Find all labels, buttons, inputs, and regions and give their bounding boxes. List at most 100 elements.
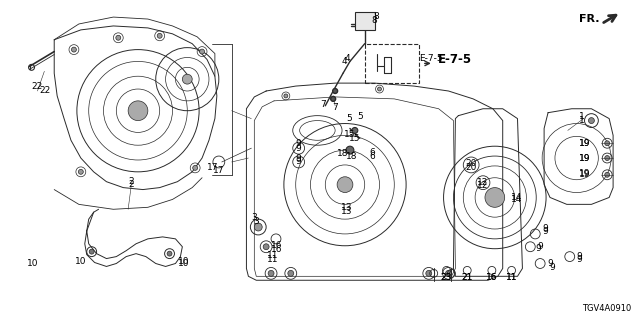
- Circle shape: [331, 96, 335, 101]
- Text: 16: 16: [271, 241, 283, 250]
- Text: 23: 23: [441, 273, 452, 282]
- Text: E-7-5: E-7-5: [419, 54, 443, 63]
- Circle shape: [284, 94, 288, 98]
- Text: 14: 14: [511, 193, 522, 202]
- Circle shape: [263, 244, 269, 250]
- Circle shape: [426, 270, 432, 276]
- Text: 16: 16: [271, 245, 283, 254]
- Circle shape: [157, 33, 162, 38]
- Bar: [365, 44, 419, 83]
- Text: 9: 9: [542, 225, 548, 234]
- Text: 7: 7: [332, 103, 338, 112]
- Circle shape: [72, 47, 76, 52]
- Text: FR.: FR.: [579, 14, 600, 24]
- Text: 13: 13: [341, 203, 353, 212]
- Circle shape: [268, 270, 274, 276]
- Circle shape: [352, 127, 358, 133]
- Text: 16: 16: [486, 273, 498, 282]
- Text: 18: 18: [337, 148, 349, 158]
- Text: 15: 15: [349, 134, 360, 143]
- Text: 8: 8: [372, 16, 378, 25]
- Text: 6: 6: [370, 152, 376, 161]
- Text: 9: 9: [549, 263, 555, 272]
- Text: 9: 9: [547, 259, 553, 268]
- Circle shape: [378, 87, 381, 91]
- Text: TGV4A0910: TGV4A0910: [582, 304, 631, 313]
- Circle shape: [182, 74, 192, 84]
- Text: 9: 9: [535, 244, 541, 253]
- Text: 9: 9: [542, 228, 548, 236]
- Text: 10: 10: [177, 257, 189, 266]
- Text: 19: 19: [579, 139, 590, 148]
- Text: 9: 9: [296, 154, 301, 163]
- Text: 11: 11: [506, 273, 517, 282]
- Text: 3: 3: [252, 213, 257, 222]
- Circle shape: [128, 101, 148, 121]
- Text: 5: 5: [357, 112, 363, 121]
- Text: 17: 17: [213, 166, 225, 175]
- Text: 4: 4: [341, 57, 347, 66]
- Text: 9: 9: [296, 139, 301, 148]
- Circle shape: [333, 89, 338, 93]
- Text: 22: 22: [40, 85, 51, 94]
- Text: 18: 18: [346, 152, 358, 161]
- Circle shape: [605, 172, 610, 177]
- Text: 19: 19: [579, 154, 590, 163]
- Circle shape: [116, 35, 121, 40]
- Text: 11: 11: [268, 255, 279, 264]
- Text: 15: 15: [344, 130, 356, 139]
- Circle shape: [605, 141, 610, 146]
- Text: 17: 17: [207, 164, 219, 172]
- Text: E-7-5: E-7-5: [438, 53, 472, 66]
- Text: 1: 1: [579, 112, 584, 121]
- Text: 4: 4: [344, 54, 350, 63]
- Text: 16: 16: [486, 273, 498, 282]
- Text: 9: 9: [296, 144, 301, 153]
- Circle shape: [485, 188, 505, 207]
- Text: 19: 19: [579, 154, 590, 163]
- Text: 23: 23: [441, 273, 452, 282]
- Text: 5: 5: [346, 114, 352, 123]
- Text: 8: 8: [374, 12, 380, 20]
- Text: 11: 11: [268, 251, 279, 260]
- Circle shape: [605, 156, 610, 161]
- Circle shape: [167, 251, 172, 256]
- Text: 20: 20: [465, 159, 477, 168]
- Text: 10: 10: [27, 259, 38, 268]
- Circle shape: [288, 270, 294, 276]
- Circle shape: [346, 146, 354, 154]
- Text: 21: 21: [461, 273, 473, 282]
- Text: 13: 13: [341, 207, 353, 216]
- Text: 12: 12: [477, 178, 489, 187]
- Text: 21: 21: [461, 273, 473, 282]
- Text: 22: 22: [32, 82, 43, 91]
- Circle shape: [337, 177, 353, 193]
- Text: 1: 1: [579, 116, 584, 125]
- Circle shape: [254, 223, 262, 231]
- Text: 6: 6: [370, 148, 376, 156]
- Text: 9: 9: [296, 157, 301, 166]
- Text: 19: 19: [579, 169, 590, 178]
- Text: 2: 2: [128, 177, 134, 186]
- Circle shape: [588, 118, 595, 124]
- Text: 3: 3: [253, 217, 259, 226]
- Text: 19: 19: [579, 139, 590, 148]
- Text: 2: 2: [128, 180, 134, 189]
- Circle shape: [89, 249, 94, 254]
- Text: 9: 9: [577, 255, 582, 264]
- Text: 14: 14: [511, 195, 522, 204]
- Circle shape: [445, 270, 451, 276]
- Text: 9: 9: [577, 252, 582, 261]
- Text: 11: 11: [506, 273, 517, 282]
- Circle shape: [193, 165, 198, 170]
- Text: 10: 10: [75, 257, 86, 266]
- Circle shape: [200, 49, 205, 54]
- Bar: [355, 12, 374, 30]
- Text: 19: 19: [579, 170, 590, 179]
- Circle shape: [78, 169, 83, 174]
- Text: 9: 9: [538, 242, 543, 251]
- Text: 10: 10: [177, 259, 189, 268]
- Text: 20: 20: [465, 164, 477, 172]
- Text: 12: 12: [477, 181, 489, 190]
- Text: 7: 7: [321, 100, 326, 109]
